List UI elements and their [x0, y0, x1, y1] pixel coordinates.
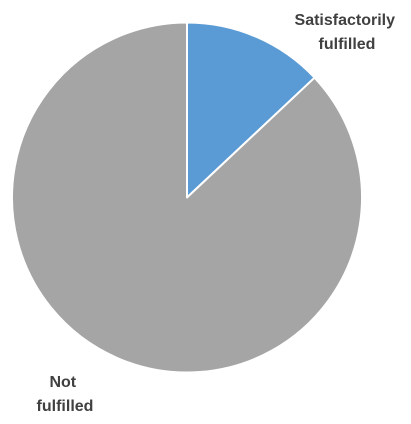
- slice-label-not-fulfilled: Not fulfilled: [37, 374, 94, 415]
- slice-label-line: Satisfactorily: [295, 12, 396, 29]
- slice-label-line: fulfilled: [319, 36, 376, 53]
- slice-label-line: fulfilled: [37, 398, 94, 415]
- pie-slice-not-fulfilled: [11, 21, 363, 374]
- slice-label-satisfactorily-fulfilled: Satisfactorily fulfilled: [295, 12, 400, 53]
- pie-slices: [11, 21, 363, 374]
- slice-label-line: Not: [49, 374, 76, 391]
- pie-labels: Satisfactorily fulfilled Not fulfilled: [37, 12, 400, 415]
- pie-slice-satisfactorily-fulfilled: [186, 21, 316, 199]
